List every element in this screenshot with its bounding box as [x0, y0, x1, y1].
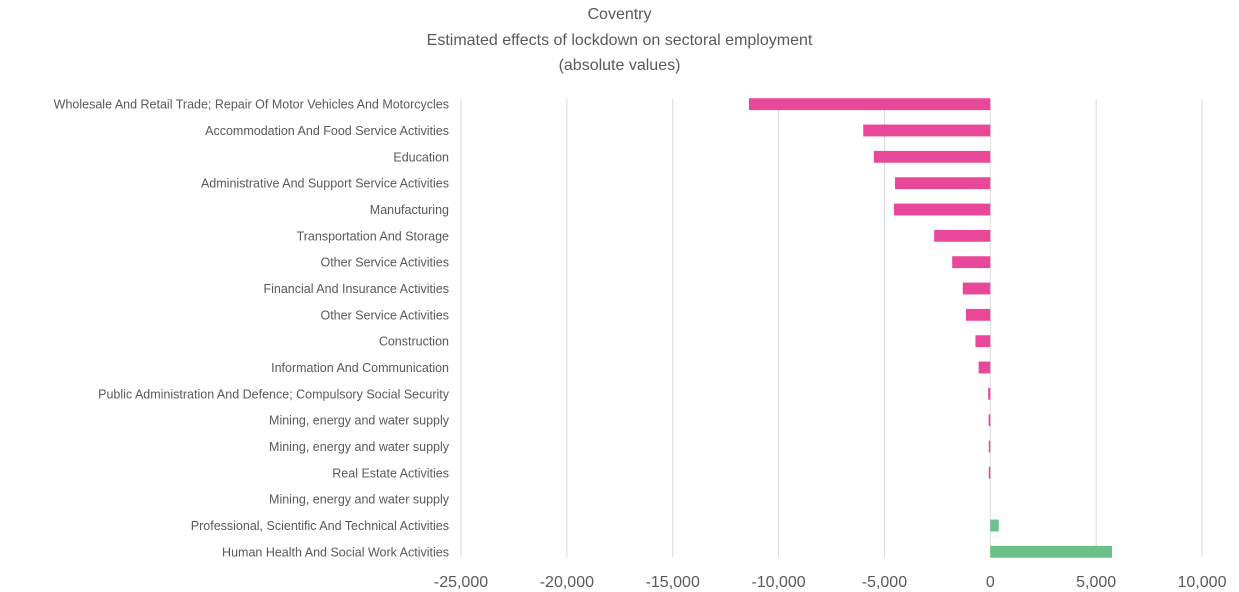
bar: [988, 387, 991, 400]
bar: [895, 177, 991, 190]
x-tick-label: 5,000: [1076, 574, 1116, 591]
x-tick-label: -10,000: [751, 574, 805, 591]
chart-subtitle: Estimated effects of lockdown on sectora…: [426, 32, 813, 49]
category-label: Wholesale And Retail Trade; Repair Of Mo…: [54, 98, 449, 112]
bar: [988, 414, 991, 427]
bar: [952, 256, 991, 269]
bar: [988, 466, 991, 479]
category-label: Other Service Activities: [320, 308, 449, 322]
category-label: Financial And Insurance Activities: [263, 282, 449, 296]
x-tick-label: -15,000: [646, 574, 700, 591]
x-tick-label: -25,000: [434, 574, 488, 591]
category-label: Real Estate Activities: [332, 466, 449, 480]
category-label: Public Administration And Defence; Compu…: [98, 387, 450, 401]
x-tick-label: -5,000: [862, 574, 907, 591]
bar: [965, 308, 991, 321]
bar: [988, 440, 991, 453]
category-label: Accommodation And Food Service Activitie…: [205, 124, 449, 138]
bar: [975, 335, 991, 348]
category-label: Other Service Activities: [320, 256, 449, 270]
category-label: Administrative And Support Service Activ…: [201, 177, 449, 191]
bar: [990, 519, 999, 532]
category-label: Manufacturing: [370, 203, 449, 217]
category-label: Professional, Scientific And Technical A…: [191, 519, 449, 533]
bar: [934, 229, 991, 242]
category-label: Mining, energy and water supply: [269, 414, 450, 428]
x-tick-label: 10,000: [1178, 574, 1227, 591]
bar: [990, 545, 1113, 558]
chart-title: Coventry: [587, 6, 652, 23]
category-label: Transportation And Storage: [297, 229, 449, 243]
bar: [863, 124, 991, 137]
chart-subtitle-units: (absolute values): [558, 57, 681, 74]
category-label: Construction: [379, 335, 449, 349]
category-label: Human Health And Social Work Activities: [222, 545, 449, 559]
category-label: Information And Communication: [271, 361, 449, 375]
category-label: Education: [393, 150, 449, 164]
x-tick-label: 0: [986, 574, 995, 591]
bar: [978, 361, 991, 374]
x-tick-label: -20,000: [540, 574, 594, 591]
bar: [893, 203, 991, 216]
bar: [748, 98, 991, 111]
bar: [873, 150, 991, 163]
category-label: Mining, energy and water supply: [269, 493, 450, 507]
category-label: Mining, energy and water supply: [269, 440, 450, 454]
bar: [962, 282, 991, 295]
